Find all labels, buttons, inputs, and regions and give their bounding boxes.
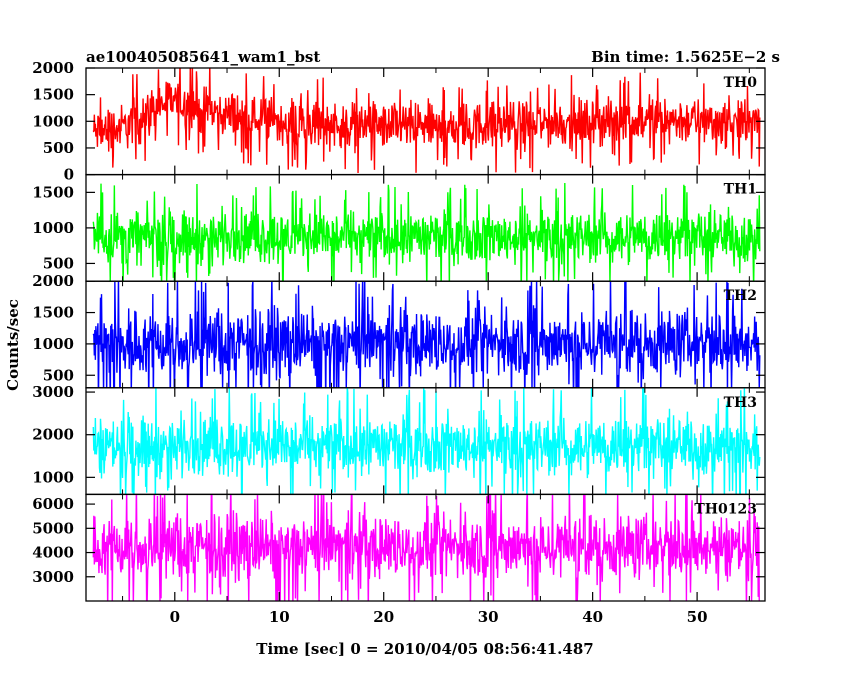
series-th2 [92, 281, 761, 388]
y-tick-label: 1000 [32, 335, 74, 353]
y-tick-label: 4000 [32, 544, 74, 562]
series-th1 [92, 182, 761, 282]
y-tick-label: 1000 [32, 468, 74, 486]
series-th0 [92, 68, 761, 174]
channel-label: TH0123 [694, 501, 757, 517]
panel-th3: 1000 2000 3000 TH3 [32, 383, 766, 496]
x-tick-label: 0 [170, 608, 180, 626]
x-tick-label: 40 [582, 608, 603, 626]
y-tick-label: 3000 [32, 568, 74, 586]
y-tick-label: 500 [43, 139, 74, 157]
channel-label: TH1 [724, 182, 757, 198]
bin-time-label: Bin time: 1.5625E−2 s [591, 48, 780, 66]
y-tick-label: 2000 [32, 426, 74, 444]
x-tick-label: 30 [478, 608, 499, 626]
y-tick-label: 0 [64, 166, 74, 184]
x-tick-label: 10 [269, 608, 290, 626]
series-th3 [92, 387, 761, 495]
y-tick-label: 1000 [32, 112, 74, 130]
y-tick-label: 3000 [32, 383, 74, 401]
channel-label: TH3 [724, 395, 757, 411]
channel-label: TH0 [724, 75, 758, 91]
x-tick-label: 20 [373, 608, 394, 626]
x-axis-label: Time [sec] 0 = 2010/04/05 08:56:41.487 [256, 640, 593, 658]
y-tick-label: 6000 [32, 495, 74, 513]
y-tick-label: 500 [43, 366, 74, 384]
panel-th1: 500 1000 1500 TH1 [32, 173, 766, 282]
panel-th0: 0 500 1000 1500 2000 TH0 [32, 59, 766, 184]
panel-frame [85, 493, 766, 602]
y-tick-label: 1500 [32, 86, 74, 104]
panel-th2: 500 1000 1500 2000 TH2 [32, 272, 766, 389]
series-th0123 [92, 494, 760, 601]
y-tick-label: 1500 [32, 183, 74, 201]
x-tick-label: 50 [687, 608, 708, 626]
y-axis-label: Counts/sec [4, 299, 22, 391]
observation-title: ae100405085641_wam1_bst [86, 48, 320, 66]
x-axis: 0 10 20 30 40 50 [170, 608, 708, 626]
y-tick-label: 1500 [32, 304, 74, 322]
channel-label: TH2 [724, 288, 757, 304]
y-tick-label: 2000 [32, 59, 74, 77]
y-tick-label: 500 [43, 254, 74, 272]
y-tick-label: 1000 [32, 219, 74, 237]
y-tick-label: 2000 [32, 272, 74, 290]
y-tick-label: 5000 [32, 519, 74, 537]
panel-th0123: 3000 4000 5000 6000 TH0123 [32, 493, 766, 602]
